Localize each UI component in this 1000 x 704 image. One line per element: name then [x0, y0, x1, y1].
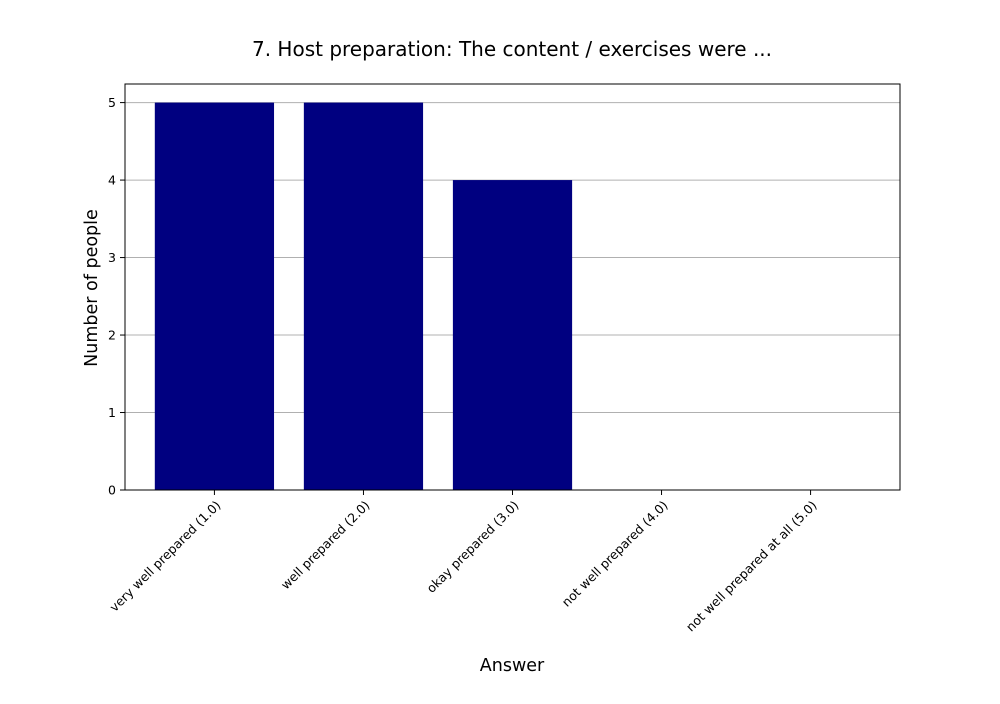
- x-tick-label: very well prepared (1.0): [106, 498, 223, 615]
- x-tick-label: well prepared (2.0): [278, 498, 373, 593]
- bars: [154, 102, 573, 490]
- y-tick-label: 1: [108, 405, 116, 420]
- x-axis-ticks: very well prepared (1.0) well prepared (2…: [106, 490, 820, 635]
- y-axis-ticks: 0 1 2 3 4 5: [108, 95, 125, 498]
- bar: [303, 102, 424, 490]
- bar: [154, 102, 275, 490]
- x-axis-label: Answer: [480, 656, 545, 676]
- x-tick-label: not well prepared (4.0): [559, 498, 671, 610]
- y-tick-label: 5: [108, 95, 116, 110]
- y-tick-label: 4: [108, 173, 116, 188]
- y-tick-label: 0: [108, 483, 116, 498]
- x-tick-label: not well prepared at all (5.0): [683, 498, 820, 635]
- y-axis-label: Number of people: [82, 209, 102, 367]
- x-tick-label: okay prepared (3.0): [423, 498, 521, 596]
- chart-title: 7. Host preparation: The content / exerc…: [252, 37, 772, 61]
- y-tick-label: 3: [108, 250, 116, 265]
- bar: [452, 180, 573, 490]
- y-tick-label: 2: [108, 328, 116, 343]
